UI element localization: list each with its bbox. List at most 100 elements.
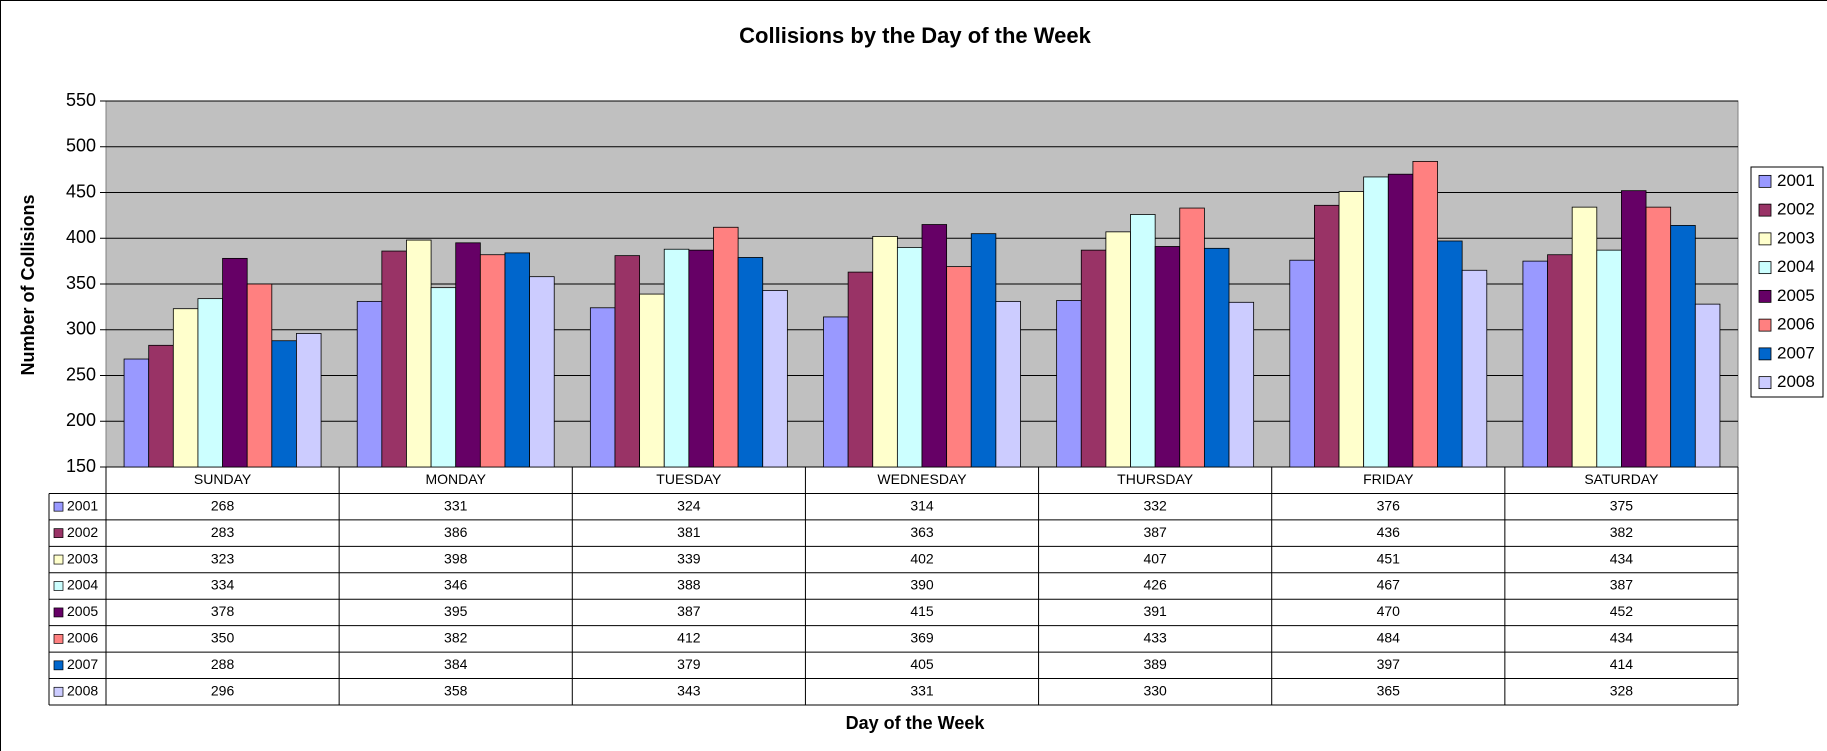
bar — [663, 248, 690, 468]
bar — [430, 287, 457, 468]
table-cell: 328 — [1610, 682, 1634, 698]
bar — [896, 246, 923, 468]
bar — [1437, 240, 1463, 468]
table-row-label: 2005 — [67, 603, 98, 619]
bar — [406, 239, 432, 468]
bar — [123, 358, 150, 468]
table-key — [53, 686, 64, 697]
legend-key — [1758, 232, 1772, 246]
table-cell: 398 — [444, 550, 468, 566]
bar — [1130, 214, 1156, 468]
table-cell: 358 — [444, 682, 468, 698]
table-cell: 343 — [677, 682, 701, 698]
bar — [1338, 191, 1365, 468]
legend-key — [1758, 174, 1772, 188]
bar — [1289, 259, 1315, 468]
bar — [762, 290, 788, 468]
table-cell: 324 — [677, 497, 701, 513]
table-cell: 405 — [910, 656, 934, 672]
bar — [455, 242, 481, 468]
table-cell: 382 — [444, 630, 468, 646]
table-cell: 452 — [1610, 603, 1634, 619]
table-cell: 268 — [211, 497, 235, 513]
bar — [479, 254, 506, 468]
table-cell: 363 — [910, 524, 934, 540]
table-cell: 412 — [677, 630, 701, 646]
chart-title: Collisions by the Day of the Week — [739, 23, 1091, 48]
bar — [1314, 204, 1340, 468]
table-row-label: 2008 — [67, 682, 98, 698]
y-tick-label: 450 — [66, 181, 96, 201]
legend-text: 2007 — [1777, 343, 1815, 362]
table-cell: 331 — [910, 682, 934, 698]
table-cell: 434 — [1610, 550, 1634, 566]
table-key — [53, 581, 64, 591]
bar — [197, 298, 223, 468]
table-cell: 381 — [677, 524, 701, 540]
x-tick-label: TUESDAY — [656, 471, 722, 487]
table-cell: 388 — [677, 577, 701, 593]
table-row-label: 2007 — [67, 656, 98, 672]
bar — [688, 249, 714, 468]
bar — [296, 333, 322, 468]
bar — [1412, 160, 1438, 468]
table-cell: 323 — [211, 550, 235, 566]
x-tick-label: MONDAY — [426, 471, 487, 487]
bar — [1179, 207, 1205, 468]
bar — [1363, 176, 1389, 468]
x-axis-title: Day of the Week — [846, 713, 986, 733]
table-cell: 382 — [1610, 524, 1634, 540]
legend-key — [1758, 376, 1772, 390]
table-cell: 330 — [1143, 682, 1167, 698]
table-key — [53, 660, 64, 671]
bar — [246, 283, 273, 468]
legend-text: 2002 — [1777, 200, 1815, 219]
table-cell: 365 — [1377, 682, 1401, 698]
bar — [639, 293, 665, 468]
legend-text: 2001 — [1777, 171, 1815, 190]
bar — [847, 271, 874, 468]
table-cell: 387 — [677, 603, 701, 619]
table-key — [53, 528, 64, 538]
table-cell: 397 — [1377, 656, 1401, 672]
table-key — [53, 634, 64, 644]
table-cell: 350 — [211, 630, 235, 646]
bar — [1228, 301, 1255, 468]
x-tick-label: THURSDAY — [1117, 471, 1194, 487]
table-cell: 339 — [677, 550, 701, 566]
table-cell: 331 — [444, 497, 468, 513]
x-tick-label: WEDNESDAY — [877, 471, 967, 487]
table-cell: 346 — [444, 577, 468, 593]
bar — [271, 340, 297, 468]
table-cell: 387 — [1143, 524, 1167, 540]
y-tick-label: 550 — [66, 90, 96, 110]
table-cell: 384 — [444, 656, 468, 672]
y-tick-label: 250 — [66, 364, 96, 384]
bar — [1080, 249, 1107, 468]
legend-key — [1758, 289, 1772, 303]
table-key — [53, 501, 64, 512]
bar — [222, 257, 248, 468]
table-cell: 407 — [1143, 550, 1167, 566]
legend-key — [1758, 261, 1772, 275]
table-cell: 288 — [211, 656, 235, 672]
y-axis-title: Number of Collisions — [18, 194, 38, 375]
table-cell: 390 — [910, 577, 934, 593]
table-cell: 332 — [1143, 497, 1167, 513]
table-cell: 434 — [1610, 630, 1634, 646]
table-cell: 376 — [1377, 497, 1401, 513]
table-cell: 369 — [910, 630, 934, 646]
bar — [1203, 247, 1230, 468]
bar — [823, 316, 849, 468]
table-row-label: 2003 — [67, 550, 98, 566]
legend-key — [1758, 347, 1772, 361]
table-cell: 467 — [1377, 577, 1401, 593]
bar — [1571, 206, 1598, 468]
bar — [529, 276, 555, 468]
table-cell: 378 — [211, 603, 235, 619]
y-tick-label: 150 — [66, 456, 96, 476]
bar — [1547, 254, 1573, 468]
bar — [946, 266, 972, 468]
table-cell: 395 — [444, 603, 468, 619]
legend-text: 2003 — [1777, 228, 1815, 247]
